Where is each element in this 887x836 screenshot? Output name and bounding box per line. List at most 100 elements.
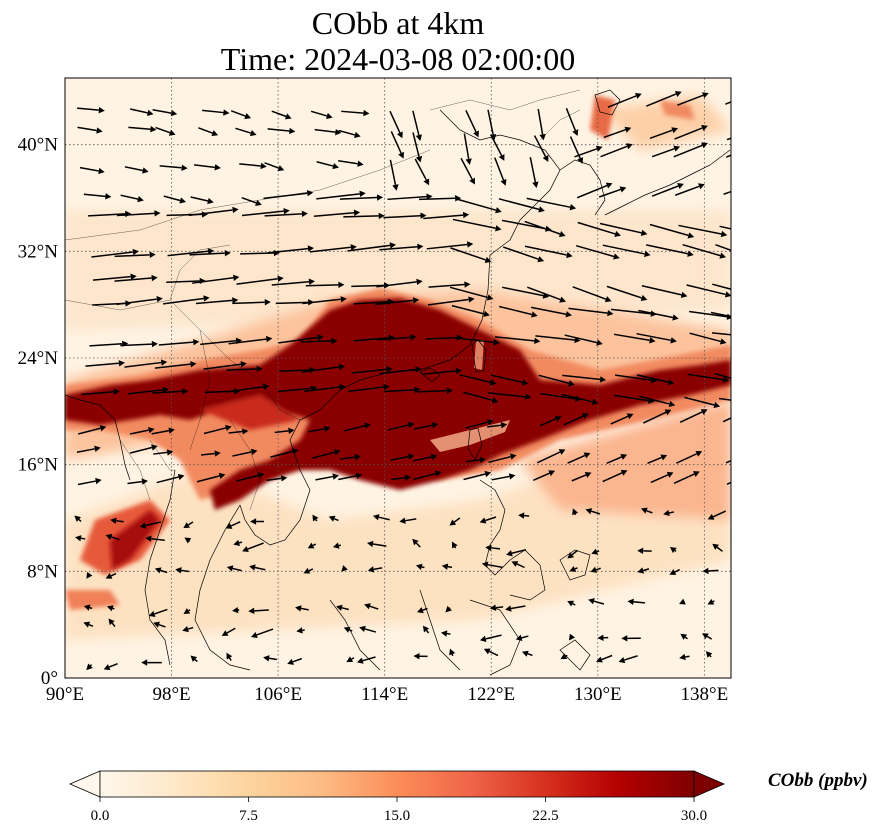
wind-arrow xyxy=(710,311,731,318)
wind-arrow xyxy=(679,409,708,423)
wind-arrow xyxy=(642,409,672,424)
wind-arrow xyxy=(426,241,474,250)
wind-arrow xyxy=(359,625,377,633)
wind-arrow xyxy=(463,470,492,481)
wind-arrow xyxy=(75,535,86,542)
wind-arrow xyxy=(599,222,648,236)
wind-arrow xyxy=(86,663,93,671)
wind-arrow xyxy=(414,158,430,186)
wind-arrow xyxy=(236,472,265,482)
map-title-line2: Time: 2024-03-08 02:00:00 xyxy=(220,41,576,77)
wind-arrow xyxy=(129,444,158,454)
wind-arrow xyxy=(167,248,215,257)
wind-arrow xyxy=(572,286,612,303)
wind-arrow xyxy=(332,542,341,549)
wind-arrow xyxy=(151,427,175,435)
wind-arrow xyxy=(129,108,154,117)
wind-arrow xyxy=(232,448,258,457)
wind-arrow xyxy=(463,133,472,165)
wind-arrow xyxy=(189,249,231,257)
wind-arrow xyxy=(428,281,471,288)
wind-arrow xyxy=(636,374,675,386)
wind-arrow xyxy=(515,634,529,641)
wind-arrow xyxy=(287,657,302,665)
wind-arrow xyxy=(539,415,562,427)
wind-arrow xyxy=(421,367,463,376)
wind-arrow xyxy=(86,571,93,579)
wind-arrow xyxy=(127,478,148,485)
wind-arrow xyxy=(576,182,613,199)
wind-arrow xyxy=(725,101,731,105)
wind-arrow xyxy=(328,515,339,522)
wind-arrow xyxy=(341,109,370,117)
wind-arrow xyxy=(719,225,731,230)
wind-arrow xyxy=(651,145,681,158)
wind-arrow xyxy=(494,157,507,186)
map-frame xyxy=(64,77,732,679)
wind-arrow xyxy=(412,453,438,462)
wind-arrow xyxy=(491,473,516,481)
wind-arrow xyxy=(226,365,263,373)
wind-arrow xyxy=(188,206,239,217)
wind-arrow xyxy=(455,337,500,346)
wind-arrow xyxy=(618,655,638,664)
wind-arrow xyxy=(673,142,708,158)
wind-arrow xyxy=(263,190,314,200)
wind-arrow xyxy=(338,160,364,167)
wind-arrow xyxy=(562,374,607,383)
lon-tick-label: 122°E xyxy=(467,684,515,705)
wind-arrow xyxy=(613,333,656,344)
wind-arrow xyxy=(518,512,530,519)
wind-arrow xyxy=(194,164,221,171)
wind-arrow xyxy=(343,422,371,432)
wind-arrow xyxy=(152,109,178,117)
wind-arrow xyxy=(77,477,102,486)
wind-arrow xyxy=(498,198,545,213)
wind-arrow xyxy=(372,514,390,521)
wind-arrow xyxy=(449,517,461,526)
wind-arrow xyxy=(383,386,421,393)
wind-arrow xyxy=(148,608,168,617)
wind-arrow xyxy=(235,127,257,137)
wind-arrow xyxy=(610,413,634,425)
wind-arrow xyxy=(412,538,421,548)
wind-arrow xyxy=(312,514,319,522)
wind-arrow xyxy=(103,662,118,671)
wind-arrow xyxy=(74,515,82,523)
wind-arrow xyxy=(711,332,731,336)
wind-arrow xyxy=(707,598,715,605)
wind-arrow xyxy=(302,296,347,305)
wind-arrow xyxy=(676,450,703,464)
wind-arrow xyxy=(588,598,605,605)
wind-arrow xyxy=(387,193,433,201)
wind-arrow xyxy=(712,543,723,552)
wind-arrow xyxy=(154,567,168,574)
wind-arrow xyxy=(725,459,731,464)
wind-arrow xyxy=(603,126,632,139)
wind-arrow xyxy=(156,473,185,484)
wind-arrow xyxy=(427,296,475,306)
wind-arrow xyxy=(152,388,189,395)
wind-arrow xyxy=(602,469,628,483)
wind-arrow xyxy=(640,507,653,514)
wind-arrow xyxy=(575,244,620,260)
wind-arrow xyxy=(561,393,599,405)
wind-arrow xyxy=(596,654,613,663)
wind-arrow xyxy=(116,210,161,217)
wind-arrow xyxy=(383,212,427,219)
wind-arrow xyxy=(236,275,284,285)
wind-arrow xyxy=(83,193,112,200)
wind-arrow xyxy=(452,218,502,232)
colorbar-ticks: 0.0 7.5 15.0 22.5 30.0 xyxy=(91,797,707,824)
wind-arrow xyxy=(230,110,252,120)
wind-arrow xyxy=(233,539,243,546)
wind-arrow xyxy=(445,605,452,613)
wind-arrow xyxy=(645,91,682,107)
wind-arrow xyxy=(343,212,385,220)
wind-arrow xyxy=(271,278,315,286)
wind-arrow xyxy=(715,243,731,252)
wind-arrow xyxy=(679,653,690,661)
lat-tick-label: 24°N xyxy=(18,348,59,369)
wind-arrow xyxy=(114,251,156,259)
